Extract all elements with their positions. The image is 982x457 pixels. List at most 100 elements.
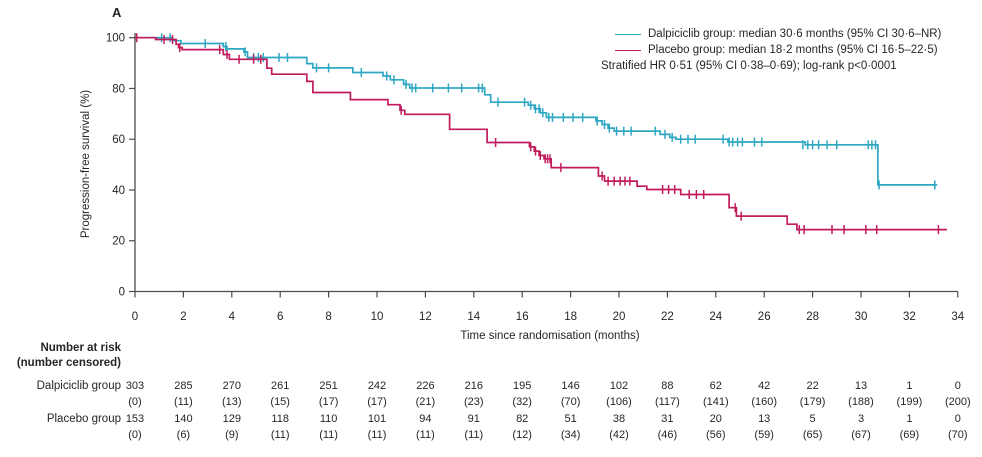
risk-cell: (11)	[416, 429, 435, 441]
legend-label-placebo: Placebo group: median 18·2 months (95% C…	[648, 44, 938, 56]
risk-cell: (200)	[944, 396, 971, 408]
risk-cell: (11)	[174, 396, 193, 408]
x-tick-label: 24	[709, 311, 722, 323]
x-tick-label: 0	[132, 311, 138, 323]
risk-cell: 226	[416, 380, 435, 392]
risk-cell: 216	[464, 380, 483, 392]
x-tick-label: 30	[855, 311, 868, 323]
risk-cell: (6)	[176, 429, 191, 441]
teal-line-swatch-icon	[615, 33, 641, 35]
legend: Dalpiciclib group: median 30·6 months (9…	[601, 26, 941, 74]
risk-cell: (9)	[225, 429, 239, 441]
risk-cell: 146	[561, 380, 580, 392]
risk-cell: (11)	[319, 429, 338, 441]
risk-cell: (59)	[754, 429, 774, 441]
risk-cell: (11)	[270, 429, 290, 441]
risk-cell: 3	[857, 413, 865, 425]
risk-cell: 13	[854, 380, 868, 392]
risk-cell: (11)	[464, 429, 484, 441]
risk-cell: 303	[125, 380, 145, 392]
risk-cell: (67)	[851, 429, 871, 441]
risk-cell: (69)	[899, 429, 920, 441]
panel-label: A	[112, 5, 122, 20]
y-tick-label: 60	[112, 134, 125, 146]
risk-cell: 62	[709, 380, 722, 392]
risk-cell: (32)	[512, 396, 532, 408]
risk-cell: 110	[319, 413, 338, 425]
x-axis-label: Time since randomisation (months)	[460, 330, 640, 342]
risk-cell: 1	[906, 380, 913, 392]
risk-cell: (188)	[848, 396, 874, 408]
risk-cell: (17)	[318, 396, 339, 408]
risk-cell: (141)	[702, 396, 729, 408]
x-tick-label: 12	[419, 311, 432, 323]
risk-cell: (160)	[751, 396, 778, 408]
risk-cell: (65)	[802, 429, 823, 441]
x-tick-label: 16	[516, 311, 529, 323]
x-tick-label: 6	[277, 311, 283, 323]
risk-cell: 31	[661, 413, 674, 425]
risk-table-header-1: Number at risk	[40, 342, 121, 354]
risk-cell: 195	[513, 380, 532, 392]
crimson-line-swatch-icon	[615, 49, 641, 51]
risk-cell: (21)	[415, 396, 436, 408]
x-tick-label: 2	[180, 311, 186, 323]
risk-cell: 140	[174, 413, 193, 425]
risk-cell: (34)	[560, 429, 581, 441]
risk-cell: (17)	[367, 396, 387, 408]
risk-table-header-2: (number censored)	[16, 357, 121, 369]
risk-cell: (0)	[128, 429, 142, 441]
risk-cell: (56)	[706, 429, 726, 441]
x-tick-label: 22	[661, 311, 674, 323]
km-curve-dalpiciclib	[135, 36, 938, 186]
risk-cell: 5	[809, 413, 816, 425]
x-tick-label: 26	[758, 311, 771, 323]
risk-cell: 88	[661, 380, 674, 392]
risk-cell: 91	[467, 413, 480, 425]
risk-cell: 102	[609, 380, 629, 392]
risk-cell: (46)	[657, 429, 678, 441]
risk-cell: 0	[954, 380, 961, 392]
risk-cell: (179)	[799, 396, 826, 408]
risk-cell: 13	[758, 413, 771, 425]
risk-cell: 101	[367, 413, 387, 425]
risk-cell: 261	[271, 380, 290, 392]
y-tick-label: 100	[106, 33, 125, 45]
risk-cell: (106)	[606, 396, 632, 408]
risk-cell: (12)	[512, 429, 532, 441]
y-tick-label: 0	[119, 287, 125, 299]
risk-cell: 129	[222, 413, 241, 425]
risk-cell: 242	[367, 380, 387, 392]
risk-cell: 94	[419, 413, 432, 425]
x-tick-label: 14	[467, 311, 480, 323]
risk-row-label-placebo: Placebo group	[46, 413, 121, 425]
risk-cell: (42)	[609, 429, 629, 441]
risk-cell: 1	[906, 413, 913, 425]
risk-cell: 153	[125, 413, 145, 425]
legend-entry-dalpiciclib: Dalpiciclib group: median 30·6 months (9…	[601, 26, 941, 42]
risk-cell: (23)	[464, 396, 484, 408]
x-tick-label: 28	[806, 311, 819, 323]
risk-cell: 20	[709, 413, 722, 425]
risk-cell: 42	[758, 380, 771, 392]
risk-cell: 270	[222, 380, 241, 392]
legend-label-dalpiciclib: Dalpiciclib group: median 30·6 months (9…	[648, 28, 942, 40]
risk-cell: 285	[174, 380, 193, 392]
legend-entry-placebo: Placebo group: median 18·2 months (95% C…	[601, 42, 941, 58]
risk-cell: 51	[564, 413, 577, 425]
risk-cell: 251	[319, 380, 338, 392]
risk-cell: 118	[271, 413, 289, 425]
legend-footnote: Stratified HR 0·51 (95% CI 0·38–0·69); l…	[601, 60, 897, 72]
x-tick-label: 34	[951, 311, 964, 323]
risk-cell: (117)	[654, 396, 680, 408]
risk-cell: (13)	[222, 396, 242, 408]
y-tick-label: 40	[112, 185, 125, 197]
risk-row-label-dalpiciclib: Dalpiciclib group	[36, 380, 121, 392]
risk-cell: 22	[806, 380, 819, 392]
risk-cell: 38	[612, 413, 626, 425]
risk-cell: (15)	[270, 396, 290, 408]
x-tick-label: 10	[371, 311, 384, 323]
y-tick-label: 80	[112, 83, 125, 95]
x-tick-label: 4	[229, 311, 236, 323]
